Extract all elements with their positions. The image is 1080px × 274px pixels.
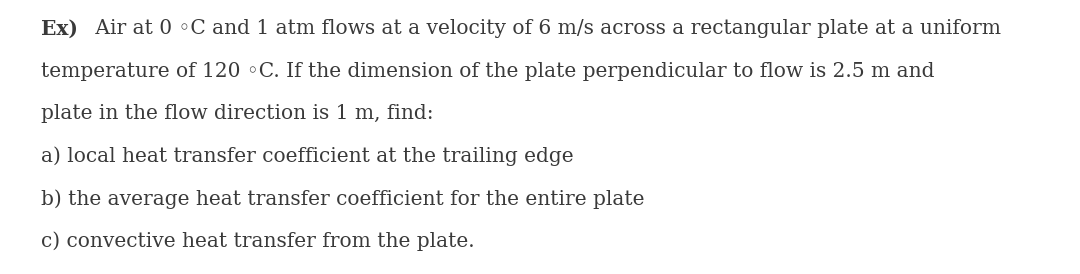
Text: b) the average heat transfer coefficient for the entire plate: b) the average heat transfer coefficient… <box>41 189 645 209</box>
Text: Ex): Ex) <box>41 19 78 39</box>
Text: plate in the flow direction is 1 m, find:: plate in the flow direction is 1 m, find… <box>41 104 434 123</box>
Text: a) local heat transfer coefficient at the trailing edge: a) local heat transfer coefficient at th… <box>41 147 573 166</box>
Text: c) convective heat transfer from the plate.: c) convective heat transfer from the pla… <box>41 232 475 251</box>
Text: temperature of 120 ◦C. If the dimension of the plate perpendicular to flow is 2.: temperature of 120 ◦C. If the dimension … <box>41 62 934 81</box>
Text: Air at 0 ◦C and 1 atm flows at a velocity of 6 m/s across a rectangular plate at: Air at 0 ◦C and 1 atm flows at a velocit… <box>89 19 1001 38</box>
